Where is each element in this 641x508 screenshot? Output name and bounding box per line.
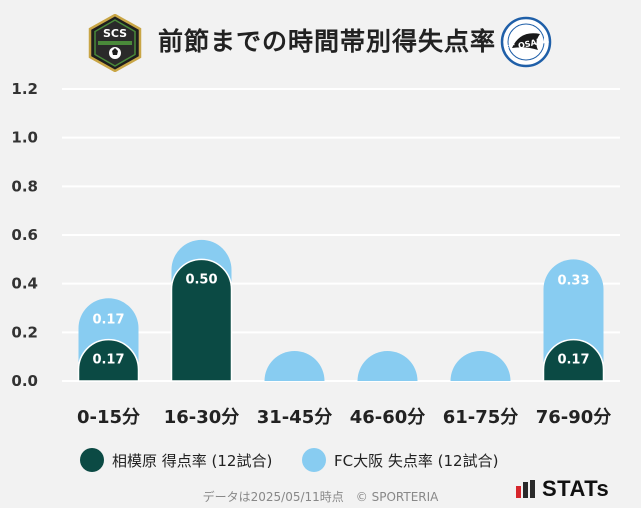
y-tick-label: 0.4 xyxy=(11,275,38,293)
y-tick-label: 1.0 xyxy=(11,129,38,147)
away-data-label: 0.33 xyxy=(557,273,589,288)
away-bar xyxy=(357,351,418,381)
legend-swatch-home xyxy=(80,448,104,472)
home-bar xyxy=(77,338,140,382)
fc-osaka-logo: FC OSAKA xyxy=(500,16,552,68)
legend-label-home: 相模原 得点率 (12試合) xyxy=(112,451,273,470)
away-bar xyxy=(264,351,325,381)
chart-title: 前節までの時間帯別得失点率 xyxy=(158,27,497,56)
x-tick-label: 76-90分 xyxy=(536,407,612,428)
away-bar xyxy=(450,351,511,381)
home-data-label: 0.17 xyxy=(92,353,124,368)
y-tick-label: 0.2 xyxy=(11,323,38,341)
logo-lettering: SCS xyxy=(103,27,127,40)
bars xyxy=(77,239,605,382)
legend-label-away: FC大阪 失点率 (12試合) xyxy=(334,451,499,470)
home-data-label: 0.50 xyxy=(185,272,217,287)
data-note: データは2025/05/11時点 © SPORTERIA xyxy=(202,490,439,504)
legend-swatch-away xyxy=(302,448,326,472)
y-tick-label: 0.0 xyxy=(11,372,38,390)
stats-brand: STATs xyxy=(516,476,609,502)
x-tick-label: 61-75分 xyxy=(443,407,519,428)
home-bar xyxy=(542,338,605,382)
home-bar xyxy=(170,258,233,382)
sagamihara-logo: SCS xyxy=(88,14,142,72)
grid-lines xyxy=(62,88,620,382)
x-tick-label: 46-60分 xyxy=(350,407,426,428)
x-tick-label: 16-30分 xyxy=(164,407,240,428)
y-tick-label: 0.8 xyxy=(11,177,38,195)
y-tick-label: 0.6 xyxy=(11,226,38,244)
bar-chart: 0.00.20.40.60.81.01.2 0.170.170.500.170.… xyxy=(11,80,620,428)
y-axis-ticks: 0.0 0.2 0.4 0.6 0.8 1.0 1.2 xyxy=(11,80,38,390)
y-tick-label: 1.2 xyxy=(11,80,38,98)
x-tick-label: 0-15分 xyxy=(77,407,140,428)
stats-logo-icon xyxy=(516,480,536,498)
x-axis-ticks: 0-15分 16-30分 31-45分 46-60分 61-75分 76-90分 xyxy=(77,407,611,428)
home-data-label: 0.17 xyxy=(557,353,589,368)
x-tick-label: 31-45分 xyxy=(257,407,333,428)
legend-item-home: 相模原 得点率 (12試合) xyxy=(80,448,272,472)
legend: 相模原 得点率 (12試合) FC大阪 失点率 (12試合) xyxy=(80,448,600,476)
chart-header: SCS 前節までの時間帯別得失点率 FC OSAKA xyxy=(0,0,641,82)
legend-item-away: FC大阪 失点率 (12試合) xyxy=(302,448,498,472)
away-data-label: 0.17 xyxy=(92,312,124,327)
data-labels: 0.17 0.17 0.50 0.17 0.33 xyxy=(92,272,589,367)
stats-brand-text: STATs xyxy=(542,476,610,501)
